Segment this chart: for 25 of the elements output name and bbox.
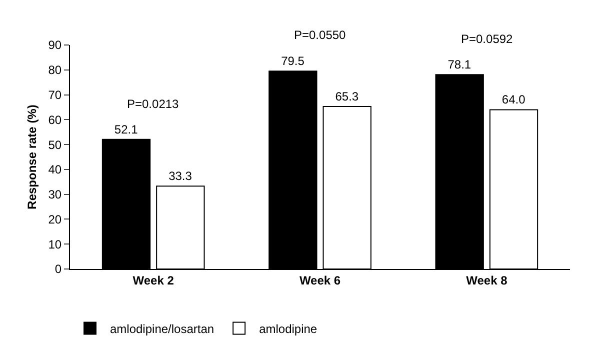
annotation: P=0.0592 (461, 32, 514, 46)
y-tick-label: 70 (48, 88, 62, 102)
data-label: 52.1 (114, 122, 138, 136)
x-tick-label: Week 6 (299, 273, 341, 288)
y-tick-label: 10 (48, 237, 62, 252)
y-tick-label: 40 (48, 162, 62, 177)
y-tick-label: 90 (48, 38, 62, 52)
y-tick-label: 30 (48, 188, 62, 202)
y-tick-label: 80 (48, 63, 62, 78)
x-tick-label: Week 8 (466, 273, 508, 288)
data-label: 33.3 (168, 169, 192, 184)
y-tick-label: 50 (48, 138, 62, 152)
data-label: 79.5 (281, 54, 305, 68)
data-label: 65.3 (335, 89, 359, 104)
y-tick-label: 20 (48, 212, 62, 226)
data-label: 64.0 (502, 92, 526, 107)
legend-label: amlodipine/losartan (110, 322, 214, 336)
text: P=0.0550 (294, 28, 346, 42)
data-label: 78.1 (448, 58, 472, 72)
y-tick-label: 0 (54, 262, 62, 276)
x-tick-label: Week 2 (132, 273, 174, 288)
y-tick-label: 60 (48, 112, 62, 127)
annotation: P=0.0213 (127, 97, 180, 111)
y-axis-title: Response rate (%) (25, 104, 39, 210)
legend-label: amlodipine (259, 322, 318, 336)
